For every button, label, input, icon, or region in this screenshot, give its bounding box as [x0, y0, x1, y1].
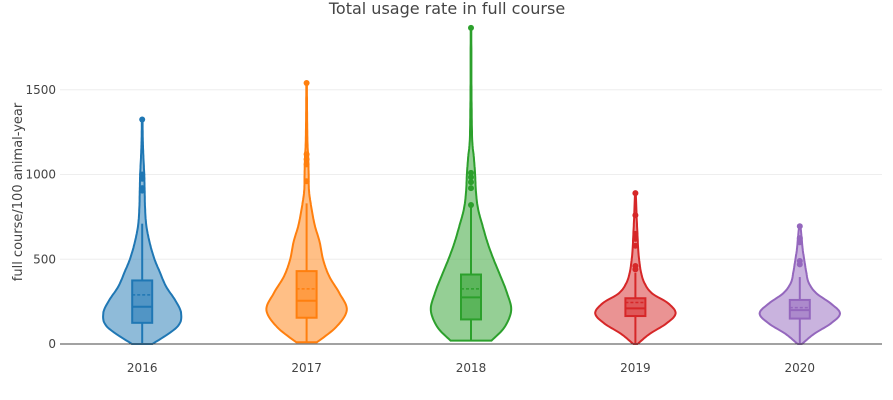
y-axis-label: full course/100 animal-year: [11, 102, 26, 281]
axis-layer: 0 500 1000 1500 2016 2017 2018 2019 2020: [25, 83, 882, 375]
x-tick-label: 2018: [456, 361, 487, 375]
iqr-box: [624, 297, 647, 318]
outlier-point: [468, 179, 474, 186]
violin-2017: [265, 80, 348, 344]
outlier-point: [632, 212, 639, 219]
outlier-point: [796, 261, 803, 268]
outlier-point: [632, 266, 639, 273]
outlier-point: [303, 178, 310, 185]
chart-title: Total usage rate in full course: [328, 0, 565, 18]
outlier-point: [139, 116, 146, 123]
outlier-point: [139, 187, 146, 194]
outlier-point: [632, 230, 639, 237]
x-tick-label: 2019: [620, 361, 651, 375]
outlier-point: [632, 190, 639, 197]
outlier-point: [632, 235, 639, 242]
violin-2019: [594, 190, 677, 345]
violin-2020: [758, 223, 842, 345]
outlier-point: [468, 185, 474, 192]
outlier-point: [303, 156, 310, 163]
violin-layer: [102, 24, 842, 345]
outlier-point: [303, 151, 310, 158]
iqr-box: [295, 270, 318, 319]
y-tick-label: 1500: [25, 83, 56, 97]
outlier-point: [468, 174, 474, 181]
outlier-point: [303, 161, 310, 168]
violin-2016: [102, 116, 183, 345]
x-tick-label: 2020: [785, 361, 816, 375]
y-tick-label: 500: [33, 252, 56, 266]
outlier-point: [139, 171, 146, 178]
x-tick-label: 2016: [127, 361, 158, 375]
y-tick-label: 1000: [25, 168, 56, 182]
outlier-point: [796, 223, 803, 230]
violin-2018: [429, 24, 513, 342]
outlier-point: [632, 242, 639, 249]
outlier-point: [468, 169, 474, 176]
y-tick-label: 0: [48, 337, 56, 351]
iqr-box: [131, 279, 154, 324]
x-tick-label: 2017: [291, 361, 322, 375]
outlier-point: [468, 202, 474, 209]
outlier-point: [796, 239, 803, 246]
outlier-point: [139, 175, 146, 182]
outlier-point: [468, 24, 474, 31]
outlier-point: [303, 80, 310, 87]
outlier-point: [796, 235, 803, 242]
